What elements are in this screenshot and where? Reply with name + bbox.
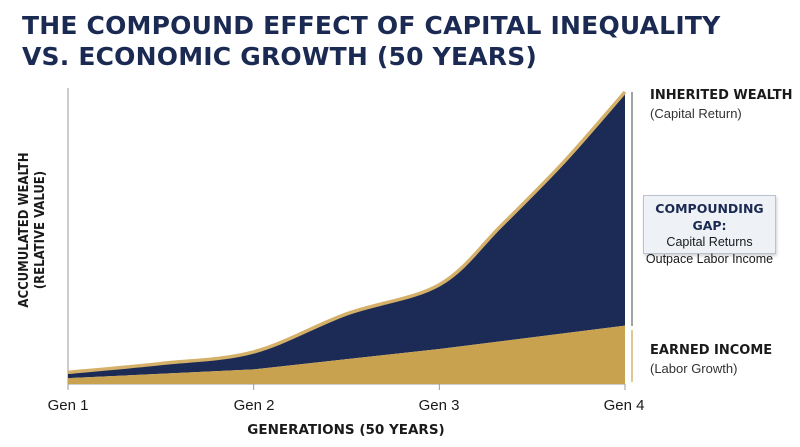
chart-title: THE COMPOUND EFFECT OF CAPITAL INEQUALIT…: [22, 10, 721, 72]
gap-callout-line-2: Outpace Labor Income: [645, 252, 774, 266]
gap-callout-line-1: Capital Returns: [666, 235, 753, 249]
inherited-wealth-label: INHERITED WEALTH: [650, 88, 793, 103]
x-tick-label-gen4: Gen 4: [603, 397, 645, 414]
earned-income-area: [68, 325, 625, 384]
title-line-2: VS. ECONOMIC GROWTH (50 YEARS): [22, 42, 538, 71]
earned-income-sublabel: (Labor Growth): [650, 361, 738, 376]
inherited-wealth-area: [68, 92, 625, 379]
y-axis-label-line-1: ACCUMULATED WEALTH: [17, 152, 32, 308]
chart-areas: [67, 90, 627, 384]
x-axis-label: GENERATIONS (50 YEARS): [247, 422, 445, 438]
gap-callout-heading: COMPOUNDING GAP:: [655, 201, 764, 233]
title-line-1: THE COMPOUND EFFECT OF CAPITAL INEQUALIT…: [22, 11, 721, 40]
y-axis-label-line-2: (RELATIVE VALUE): [33, 170, 48, 290]
x-tick-label-gen2: Gen 2: [233, 397, 275, 414]
compounding-gap-callout: COMPOUNDING GAP: Capital Returns Outpace…: [643, 195, 776, 266]
x-ticks: [67, 384, 626, 390]
y-axis-label: ACCUMULATED WEALTH (RELATIVE VALUE): [17, 152, 49, 307]
x-tick-label-gen1: Gen 1: [47, 397, 89, 414]
earned-income-label: EARNED INCOME: [650, 343, 773, 358]
x-tick-label-gen3: Gen 3: [418, 397, 460, 414]
inherited-wealth-outline: [67, 90, 627, 375]
inherited-wealth-sublabel: (Capital Return): [650, 106, 742, 121]
